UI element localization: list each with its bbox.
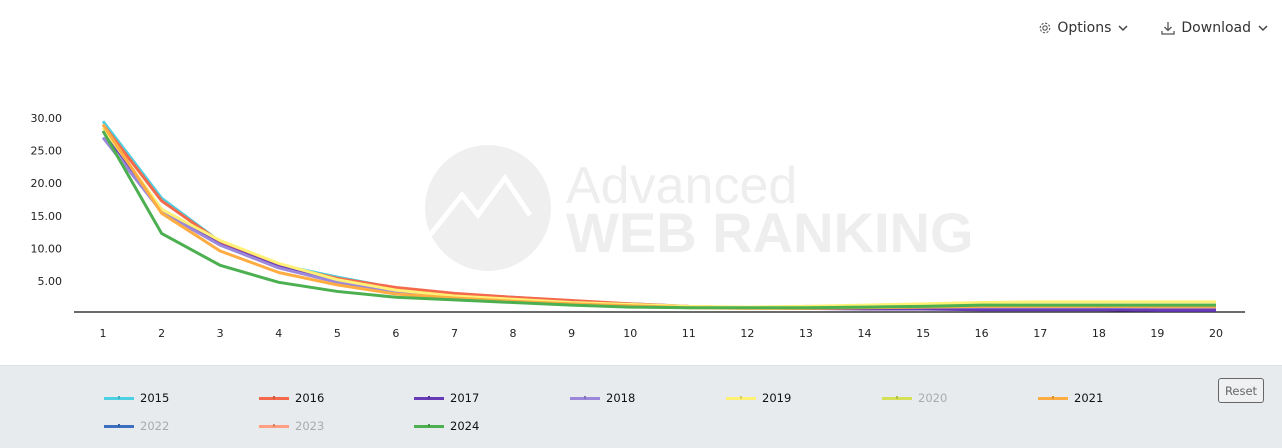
options-label: Options bbox=[1057, 20, 1112, 36]
y-tick-label: 25.00 bbox=[31, 145, 63, 158]
x-tick-label: 14 bbox=[858, 327, 872, 340]
legend-swatch-icon bbox=[414, 396, 444, 400]
y-axis: 5.00 10.00 15.00 20.00 25.00 30.00 bbox=[31, 112, 63, 288]
legend-label: 2017 bbox=[450, 391, 480, 405]
legend-label: 2020 bbox=[918, 391, 948, 405]
legend: 2015 2016 2017 2018 2019 2020 2021 2022 2023 2024… bbox=[0, 365, 1282, 448]
legend-item-2022[interactable]: 2022 bbox=[104, 419, 169, 433]
y-tick-label: 30.00 bbox=[31, 112, 63, 125]
globe-icon bbox=[425, 145, 551, 271]
legend-swatch-icon bbox=[726, 396, 756, 400]
legend-label: 2023 bbox=[295, 419, 325, 433]
x-tick-label: 9 bbox=[568, 327, 575, 340]
series-line-2024[interactable] bbox=[101, 130, 1216, 310]
x-tick-label: 3 bbox=[217, 327, 224, 340]
x-tick-label: 10 bbox=[623, 327, 637, 340]
series-layer bbox=[101, 120, 1216, 312]
download-icon bbox=[1160, 20, 1176, 36]
chevron-down-icon bbox=[1256, 21, 1270, 35]
gear-icon bbox=[1038, 21, 1052, 35]
x-tick-label: 17 bbox=[1033, 327, 1047, 340]
x-tick-label: 8 bbox=[510, 327, 517, 340]
download-button[interactable]: Download bbox=[1160, 20, 1270, 36]
x-axis: 1 2 3 4 5 6 7 8 9 10 11 12 13 14 15 16 17 18 19 20 bbox=[100, 327, 1224, 340]
x-tick-label: 19 bbox=[1150, 327, 1164, 340]
watermark-line2: WEB RANKING bbox=[566, 201, 974, 264]
x-tick-label: 11 bbox=[682, 327, 696, 340]
legend-label: 2021 bbox=[1074, 391, 1104, 405]
x-tick-label: 1 bbox=[100, 327, 107, 340]
x-tick-label: 13 bbox=[799, 327, 813, 340]
legend-item-2017[interactable]: 2017 bbox=[414, 391, 479, 405]
legend-item-2015[interactable]: 2015 bbox=[104, 391, 169, 405]
download-label: Download bbox=[1181, 20, 1251, 36]
x-tick-label: 2 bbox=[158, 327, 165, 340]
legend-swatch-icon bbox=[259, 424, 289, 428]
x-tick-label: 18 bbox=[1092, 327, 1106, 340]
legend-swatch-icon bbox=[882, 396, 912, 400]
legend-item-2020[interactable]: 2020 bbox=[882, 391, 947, 405]
chart-canvas: Advanced WEB RANKING 5.00 10.00 15.00 20.00… bbox=[31, 112, 1245, 340]
watermark-line1: Advanced bbox=[566, 157, 797, 215]
x-tick-label: 7 bbox=[451, 327, 458, 340]
legend-swatch-icon bbox=[259, 396, 289, 400]
chevron-down-icon bbox=[1116, 21, 1130, 35]
legend-item-2024[interactable]: 2024 bbox=[414, 419, 479, 433]
legend-swatch-icon bbox=[414, 424, 444, 428]
legend-item-2016[interactable]: 2016 bbox=[259, 391, 324, 405]
legend-item-2019[interactable]: 2019 bbox=[726, 391, 791, 405]
y-tick-label: 20.00 bbox=[31, 177, 63, 190]
legend-label: 2022 bbox=[140, 419, 170, 433]
x-tick-label: 6 bbox=[392, 327, 399, 340]
x-tick-label: 15 bbox=[916, 327, 930, 340]
legend-swatch-icon bbox=[1038, 396, 1068, 400]
legend-label: 2018 bbox=[606, 391, 636, 405]
line-chart: Advanced WEB RANKING 5.00 10.00 15.00 20.00… bbox=[0, 60, 1282, 365]
legend-swatch-icon bbox=[104, 396, 134, 400]
x-tick-label: 12 bbox=[740, 327, 754, 340]
y-tick-label: 5.00 bbox=[38, 275, 63, 288]
legend-item-2023[interactable]: 2023 bbox=[259, 419, 324, 433]
legend-swatch-icon bbox=[570, 396, 600, 400]
chart-toolbar: Options Download bbox=[1038, 20, 1270, 36]
legend-label: 2015 bbox=[140, 391, 170, 405]
legend-item-2021[interactable]: 2021 bbox=[1038, 391, 1103, 405]
y-tick-label: 10.00 bbox=[31, 242, 63, 255]
reset-button[interactable]: Reset bbox=[1218, 378, 1264, 403]
legend-label: 2024 bbox=[450, 419, 480, 433]
legend-swatch-icon bbox=[104, 424, 134, 428]
options-button[interactable]: Options bbox=[1038, 20, 1130, 36]
watermark: Advanced WEB RANKING bbox=[425, 145, 974, 271]
legend-item-2018[interactable]: 2018 bbox=[570, 391, 635, 405]
y-tick-label: 15.00 bbox=[31, 210, 63, 223]
legend-label: 2019 bbox=[762, 391, 792, 405]
x-tick-label: 4 bbox=[275, 327, 282, 340]
x-tick-label: 5 bbox=[334, 327, 341, 340]
x-tick-label: 16 bbox=[975, 327, 989, 340]
legend-label: 2016 bbox=[295, 391, 325, 405]
x-tick-label: 20 bbox=[1209, 327, 1223, 340]
